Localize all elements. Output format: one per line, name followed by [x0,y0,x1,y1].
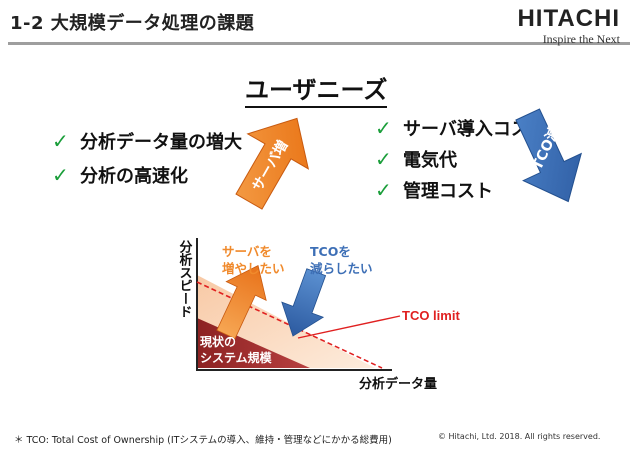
logo-wordmark: HITACHI [517,5,620,32]
check-icon: ✓ [375,115,392,140]
check-icon: ✓ [375,177,392,202]
list-item-label: 分析の高速化 [80,166,188,187]
list-item: ✓ 分析の高速化 [52,158,242,192]
blue-label-line1: TCOを [310,244,351,259]
list-item: ✓ 管理コスト [375,174,547,205]
current-label-line2: システム規模 [200,350,273,365]
blue-label-line2: 減らしたい [310,261,373,276]
list-item-label: サーバ導入コスト [403,118,547,140]
list-item: ✓ 分析データ量の増大 [52,124,242,158]
header-bar [0,0,638,46]
user-needs-heading: ユーザニーズ [245,70,388,108]
check-icon: ✓ [52,129,69,153]
slide-title: 1-2 大規模データ処理の課題 [10,13,255,34]
copyright: © Hitachi, Ltd. 2018. All rights reserve… [438,432,601,441]
tco-diagram: 分析スピード 分析データ量 サーバを 増やしたい TCOを 減らしたい TCO … [177,238,460,392]
hitachi-logo: HITACHI Inspire the Next [460,5,620,47]
tco-decrease-arrow: TCO減 [515,108,582,203]
tco-limit-leader [297,315,401,339]
blue-down-arrow [281,268,327,337]
current-label-line1: 現状の [200,334,236,349]
list-item: ✓ サーバ導入コスト [375,112,547,143]
tco-limit-line [196,281,383,369]
y-axis-label: 分析スピード [177,239,193,318]
orange-label-line2: 増やしたい [222,261,285,276]
server-increase-arrow: サーバ増 [235,117,310,210]
check-icon: ✓ [52,163,69,187]
check-icon: ✓ [375,146,392,171]
list-item-label: 電気代 [403,149,457,171]
list-item-label: 管理コスト [403,180,493,202]
right-needs-list: ✓ サーバ導入コスト ✓ 電気代 ✓ 管理コスト [375,112,547,205]
tco-limit-label: TCO limit [402,308,460,323]
x-axis-label: 分析データ量 [359,376,437,392]
list-item-label: 分析データ量の増大 [80,132,242,153]
title-divider [8,42,630,45]
footnote: ＊ TCO: Total Cost of Ownership (ITシステムの導… [14,435,392,446]
list-item: ✓ 電気代 [375,143,547,174]
left-needs-list: ✓ 分析データ量の増大 ✓ 分析の高速化 [52,124,242,192]
orange-label-line1: サーバを [222,244,272,259]
orange-up-arrow [216,264,267,340]
logo-tagline: Inspire the Next [542,32,620,46]
